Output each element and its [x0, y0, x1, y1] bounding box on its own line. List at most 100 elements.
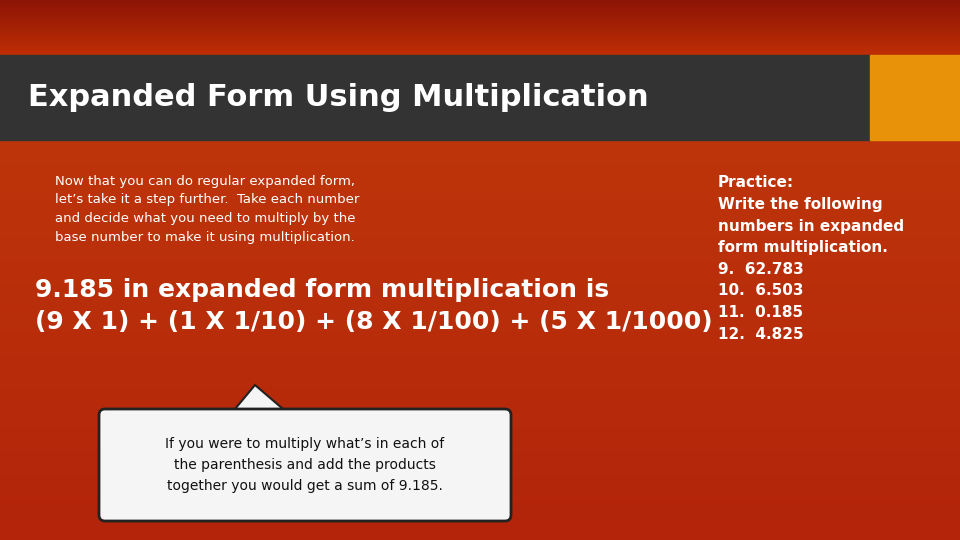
- Bar: [0, 124, 960, 127]
- Bar: [0, 17, 960, 18]
- Bar: [0, 97, 960, 100]
- Bar: [0, 529, 960, 532]
- Bar: [0, 27, 960, 28]
- Bar: [0, 133, 960, 136]
- Bar: [0, 115, 960, 118]
- Bar: [0, 454, 960, 457]
- Bar: [0, 247, 960, 250]
- Bar: [0, 526, 960, 529]
- Bar: [0, 91, 960, 94]
- Bar: [0, 238, 960, 241]
- Bar: [0, 130, 960, 133]
- Text: If you were to multiply what’s in each of
the parenthesis and add the products
t: If you were to multiply what’s in each o…: [165, 437, 444, 492]
- Bar: [0, 23, 960, 24]
- Bar: [0, 199, 960, 202]
- Bar: [0, 109, 960, 112]
- Bar: [0, 151, 960, 154]
- Bar: [0, 358, 960, 361]
- Bar: [0, 286, 960, 289]
- Bar: [0, 2, 960, 3]
- Bar: [0, 217, 960, 220]
- Text: 9.185 in expanded form multiplication is: 9.185 in expanded form multiplication is: [35, 278, 610, 302]
- Bar: [0, 18, 960, 19]
- Bar: [0, 178, 960, 181]
- Bar: [0, 364, 960, 367]
- Bar: [0, 67, 960, 70]
- Bar: [0, 47, 960, 48]
- Bar: [0, 355, 960, 358]
- Bar: [0, 397, 960, 400]
- Bar: [0, 511, 960, 514]
- Bar: [0, 388, 960, 391]
- Bar: [0, 1, 960, 2]
- Polygon shape: [230, 385, 290, 415]
- Bar: [0, 8, 960, 9]
- Bar: [0, 226, 960, 229]
- Bar: [0, 28, 960, 29]
- Bar: [0, 463, 960, 466]
- Bar: [0, 418, 960, 421]
- Bar: [0, 139, 960, 142]
- Bar: [0, 103, 960, 106]
- Bar: [0, 469, 960, 472]
- Bar: [0, 190, 960, 193]
- Bar: [0, 493, 960, 496]
- Bar: [0, 436, 960, 439]
- Bar: [0, 535, 960, 538]
- Bar: [0, 202, 960, 205]
- Bar: [0, 523, 960, 526]
- Bar: [0, 127, 960, 130]
- Bar: [0, 346, 960, 349]
- Bar: [0, 157, 960, 160]
- Bar: [0, 271, 960, 274]
- Bar: [0, 52, 960, 53]
- Text: (9 X 1) + (1 X 1/10) + (8 X 1/100) + (5 X 1/1000): (9 X 1) + (1 X 1/10) + (8 X 1/100) + (5 …: [35, 310, 712, 334]
- Bar: [0, 421, 960, 424]
- Bar: [0, 496, 960, 499]
- Bar: [0, 5, 960, 6]
- Bar: [0, 51, 960, 52]
- Bar: [0, 319, 960, 322]
- Bar: [0, 433, 960, 436]
- Bar: [0, 361, 960, 364]
- Bar: [0, 14, 960, 15]
- Bar: [0, 343, 960, 346]
- Bar: [0, 253, 960, 256]
- Bar: [0, 64, 960, 67]
- Bar: [0, 50, 960, 51]
- Bar: [0, 121, 960, 124]
- Bar: [0, 412, 960, 415]
- Bar: [0, 331, 960, 334]
- Bar: [0, 262, 960, 265]
- Bar: [0, 19, 960, 20]
- Bar: [0, 250, 960, 253]
- Bar: [0, 409, 960, 412]
- Bar: [0, 34, 960, 35]
- Bar: [0, 94, 960, 97]
- Bar: [0, 44, 960, 45]
- Bar: [0, 196, 960, 199]
- Bar: [0, 430, 960, 433]
- Bar: [0, 268, 960, 271]
- Bar: [0, 274, 960, 277]
- Bar: [0, 40, 960, 41]
- Bar: [0, 181, 960, 184]
- Bar: [0, 499, 960, 502]
- Text: Now that you can do regular expanded form,
let’s take it a step further.  Take e: Now that you can do regular expanded for…: [55, 175, 359, 244]
- Bar: [0, 7, 960, 8]
- Bar: [0, 41, 960, 42]
- Bar: [0, 367, 960, 370]
- Bar: [0, 328, 960, 331]
- Bar: [0, 43, 960, 44]
- Bar: [0, 337, 960, 340]
- Bar: [0, 20, 960, 21]
- Bar: [0, 3, 960, 4]
- Bar: [0, 394, 960, 397]
- Bar: [0, 53, 960, 54]
- Bar: [0, 445, 960, 448]
- Bar: [0, 26, 960, 27]
- Bar: [0, 100, 960, 103]
- Bar: [0, 505, 960, 508]
- Bar: [0, 142, 960, 145]
- Bar: [0, 229, 960, 232]
